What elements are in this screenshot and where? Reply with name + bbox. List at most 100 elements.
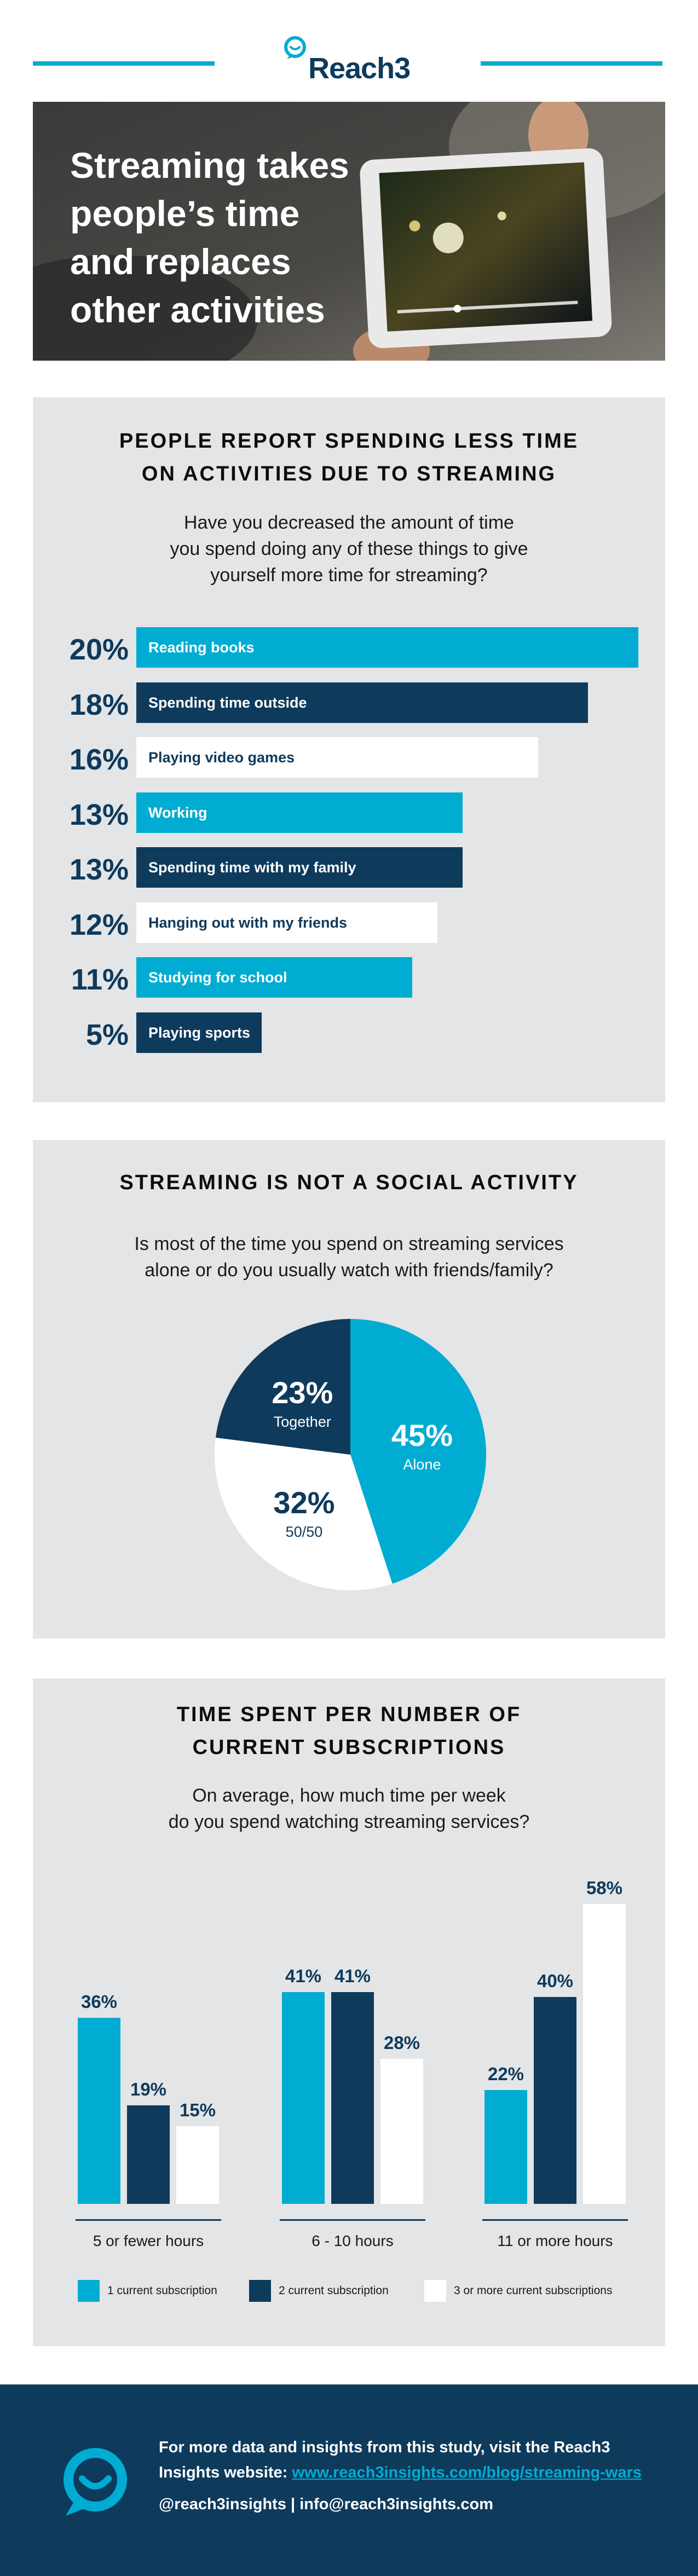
legend-label: 1 current subscription [107,2284,217,2297]
section3-title-line: TIME SPENT PER NUMBER OF [176,1703,522,1726]
pie-category-label: Alone [403,1456,441,1473]
group-category-label: 5 or fewer hours [93,2232,204,2249]
footer-website-prefix: Insights website: [159,2464,292,2481]
section3-question-line: do you spend watching streaming services… [168,1811,530,1832]
section3-title: TIME SPENT PER NUMBER OF CURRENT SUBSCRI… [33,1698,665,1764]
bar-value-label: 13% [69,798,129,831]
section2-question-line: alone or do you usually watch with frien… [145,1260,553,1281]
bar: Playing sports [136,1012,262,1053]
bar-value-label: 18% [69,688,129,721]
hero-title-line: Streaming takes [70,145,349,186]
reach3-logo: Reach3 [282,34,419,83]
hero-title-line: and replaces [70,241,291,282]
pie-slice [350,1319,486,1584]
pie-value-label: 23% [272,1375,333,1410]
header-rule-left [33,61,215,66]
bar-value-label: 5% [85,1018,129,1051]
group-category-label: 11 or more hours [497,2232,613,2249]
bar [331,1992,374,2204]
bar-value-label: 28% [383,2033,420,2053]
hero-title-line: people’s time [70,193,300,234]
bar [176,2126,219,2204]
footer: For more data and insights from this stu… [0,2384,698,2576]
bar-value-label: 20% [69,633,129,666]
bar-value-label: 22% [487,2064,524,2085]
bar: Studying for school [136,957,413,998]
bar: Spending time outside [136,682,589,723]
bar-value-label: 36% [80,1991,118,2012]
pie-slice [215,1319,350,1455]
bar-value-label: 11% [71,963,129,996]
section1-question-line: yourself more time for streaming? [210,565,488,586]
legend-swatch [78,2280,100,2302]
speech-bubble-smile-icon [284,36,306,59]
hero-title-line: other activities [70,290,325,330]
bar: Playing video games [136,737,538,778]
legend-swatch [424,2280,446,2302]
bar [282,1992,325,2204]
bar-category-label: Reading books [148,639,255,656]
legend-swatch [249,2280,271,2302]
section2-title: STREAMING IS NOT A SOCIAL ACTIVITY [119,1171,579,1194]
header-rule-right [481,61,662,66]
legend-label: 3 or more current subscriptions [454,2284,613,2297]
bar-value-label: 41% [334,1965,371,1986]
social-activity-panel: STREAMING IS NOT A SOCIAL ACTIVITY Is mo… [33,1140,665,1639]
footer-website-link[interactable]: www.reach3insights.com/blog/streaming-wa… [292,2464,642,2481]
bar-value-label: 40% [537,1971,574,1992]
section2-question: Is most of the time you spend on streami… [33,1231,665,1283]
pie-value-label: 32% [273,1485,335,1520]
bar [583,1904,626,2204]
logo-wordmark: Reach3 [308,52,411,85]
bar-value-label: 16% [69,743,129,776]
section2-question-line: Is most of the time you spend on streami… [134,1234,564,1254]
bar [484,2090,527,2204]
footer-contact: @reach3insights | info@reach3insights.co… [159,2496,493,2513]
bar-value-label: 41% [285,1965,322,1986]
viewing-pie-chart [214,1319,486,1590]
section1-question-line: you spend doing any of these things to g… [170,539,528,559]
bar-value-label: 13% [69,853,129,886]
bar [380,2059,423,2204]
subscriptions-panel: TIME SPENT PER NUMBER OF CURRENT SUBSCRI… [33,1678,665,2346]
section1-title-line: ON ACTIVITIES DUE TO STREAMING [141,462,557,485]
bar: Hanging out with my friends [136,902,438,943]
bar: Reading books [136,627,638,668]
bar-value-label: 19% [130,2079,167,2100]
footer-line1: For more data and insights from this stu… [159,2439,610,2456]
group-category-label: 6 - 10 hours [311,2232,394,2249]
bar-value-label: 12% [69,908,129,941]
bar: Spending time with my family [136,847,463,888]
bar-category-label: Playing sports [148,1024,251,1041]
section3-question-line: On average, how much time per week [192,1785,506,1806]
section1-title-line: PEOPLE REPORT SPENDING LESS TIME [119,430,579,453]
hero-photo-tablet [33,102,665,361]
bar-category-label: Spending time with my family [148,859,356,876]
bar [78,2017,120,2204]
hero-title: Streaming takes people’s time and replac… [70,141,409,334]
hero-banner: Streaming takes people’s time and replac… [33,102,665,361]
group-axis-line [482,2219,628,2221]
pie-category-label: 50/50 [285,1524,323,1541]
pie-slice [214,1437,393,1590]
pie-value-label: 45% [391,1418,453,1453]
group-axis-line [76,2219,221,2221]
bar-category-label: Hanging out with my friends [148,914,347,931]
bar-category-label: Spending time outside [148,694,307,711]
section1-title: PEOPLE REPORT SPENDING LESS TIME ON ACTI… [33,425,665,490]
section3-question: On average, how much time per week do yo… [33,1782,665,1835]
section1-question: Have you decreased the amount of time yo… [33,510,665,588]
bar [534,1997,576,2204]
bar-category-label: Working [148,804,207,821]
group-axis-line [280,2219,425,2221]
bar: Working [136,792,463,833]
section1-question-line: Have you decreased the amount of time [184,512,514,533]
bar-value-label: 15% [179,2100,216,2121]
bar-category-label: Studying for school [148,969,287,986]
legend-label: 2 current subscription [279,2284,389,2297]
bar [127,2105,170,2204]
pie-category-label: Together [273,1413,331,1430]
reach3-bubble-icon [64,2448,127,2516]
activities-panel: PEOPLE REPORT SPENDING LESS TIME ON ACTI… [33,397,665,1102]
footer-line2: Insights website: www.reach3insights.com… [159,2460,642,2485]
